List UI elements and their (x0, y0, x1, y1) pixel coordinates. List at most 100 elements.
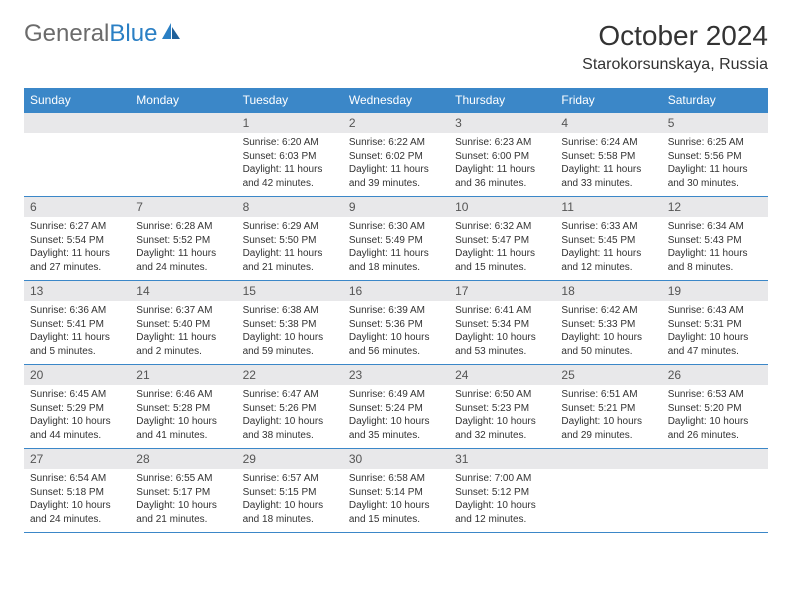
sunset-text: Sunset: 5:41 PM (30, 318, 124, 332)
week-row: 27Sunrise: 6:54 AMSunset: 5:18 PMDayligh… (24, 449, 768, 533)
sail-icon (160, 20, 182, 48)
day-details: Sunrise: 6:39 AMSunset: 5:36 PMDaylight:… (343, 301, 449, 364)
day-header: Thursday (449, 88, 555, 113)
sunset-text: Sunset: 5:17 PM (136, 486, 230, 500)
day-number-bar (555, 449, 661, 469)
day-number: 9 (343, 197, 449, 217)
day-header: Wednesday (343, 88, 449, 113)
logo-text-blue: Blue (109, 20, 157, 48)
day-header: Sunday (24, 88, 130, 113)
sunset-text: Sunset: 5:38 PM (243, 318, 337, 332)
calendar-cell: 27Sunrise: 6:54 AMSunset: 5:18 PMDayligh… (24, 449, 130, 533)
calendar-cell: 6Sunrise: 6:27 AMSunset: 5:54 PMDaylight… (24, 197, 130, 281)
sunset-text: Sunset: 5:33 PM (561, 318, 655, 332)
daylight-text: Daylight: 11 hours and 12 minutes. (561, 247, 655, 274)
day-details: Sunrise: 6:36 AMSunset: 5:41 PMDaylight:… (24, 301, 130, 364)
sunrise-text: Sunrise: 6:51 AM (561, 388, 655, 402)
week-row: 20Sunrise: 6:45 AMSunset: 5:29 PMDayligh… (24, 365, 768, 449)
sunset-text: Sunset: 5:26 PM (243, 402, 337, 416)
sunrise-text: Sunrise: 6:45 AM (30, 388, 124, 402)
day-number: 23 (343, 365, 449, 385)
day-details: Sunrise: 6:34 AMSunset: 5:43 PMDaylight:… (662, 217, 768, 280)
sunrise-text: Sunrise: 6:20 AM (243, 136, 337, 150)
calendar-cell: 19Sunrise: 6:43 AMSunset: 5:31 PMDayligh… (662, 281, 768, 365)
location: Starokorsunskaya, Russia (582, 56, 768, 74)
daylight-text: Daylight: 10 hours and 21 minutes. (136, 499, 230, 526)
calendar-cell: 28Sunrise: 6:55 AMSunset: 5:17 PMDayligh… (130, 449, 236, 533)
sunrise-text: Sunrise: 6:43 AM (668, 304, 762, 318)
day-number: 14 (130, 281, 236, 301)
calendar-cell: 24Sunrise: 6:50 AMSunset: 5:23 PMDayligh… (449, 365, 555, 449)
day-details: Sunrise: 6:22 AMSunset: 6:02 PMDaylight:… (343, 133, 449, 196)
sunrise-text: Sunrise: 6:38 AM (243, 304, 337, 318)
month-title: October 2024 (582, 20, 768, 52)
sunset-text: Sunset: 6:00 PM (455, 150, 549, 164)
daylight-text: Daylight: 10 hours and 56 minutes. (349, 331, 443, 358)
sunset-text: Sunset: 5:36 PM (349, 318, 443, 332)
day-number-bar (130, 113, 236, 133)
day-number: 8 (237, 197, 343, 217)
day-number: 15 (237, 281, 343, 301)
day-details: Sunrise: 6:28 AMSunset: 5:52 PMDaylight:… (130, 217, 236, 280)
calendar-cell: 21Sunrise: 6:46 AMSunset: 5:28 PMDayligh… (130, 365, 236, 449)
day-details: Sunrise: 6:42 AMSunset: 5:33 PMDaylight:… (555, 301, 661, 364)
sunrise-text: Sunrise: 6:30 AM (349, 220, 443, 234)
day-number: 25 (555, 365, 661, 385)
sunrise-text: Sunrise: 6:24 AM (561, 136, 655, 150)
sunset-text: Sunset: 5:52 PM (136, 234, 230, 248)
sunrise-text: Sunrise: 6:49 AM (349, 388, 443, 402)
calendar-cell: 16Sunrise: 6:39 AMSunset: 5:36 PMDayligh… (343, 281, 449, 365)
sunset-text: Sunset: 5:15 PM (243, 486, 337, 500)
sunset-text: Sunset: 5:43 PM (668, 234, 762, 248)
day-number: 3 (449, 113, 555, 133)
calendar-cell: 29Sunrise: 6:57 AMSunset: 5:15 PMDayligh… (237, 449, 343, 533)
sunrise-text: Sunrise: 6:32 AM (455, 220, 549, 234)
day-number: 4 (555, 113, 661, 133)
day-number: 21 (130, 365, 236, 385)
daylight-text: Daylight: 10 hours and 38 minutes. (243, 415, 337, 442)
logo-text-gray: General (24, 20, 109, 48)
calendar-cell: 23Sunrise: 6:49 AMSunset: 5:24 PMDayligh… (343, 365, 449, 449)
sunrise-text: Sunrise: 6:22 AM (349, 136, 443, 150)
day-number: 7 (130, 197, 236, 217)
day-number: 18 (555, 281, 661, 301)
sunset-text: Sunset: 5:31 PM (668, 318, 762, 332)
calendar-cell: 15 Sunrise: 6:38 AMSunset: 5:38 PMDayligh… (237, 281, 343, 365)
sunrise-text: Sunrise: 6:33 AM (561, 220, 655, 234)
sunset-text: Sunset: 5:18 PM (30, 486, 124, 500)
calendar-head: SundayMondayTuesdayWednesdayThursdayFrid… (24, 88, 768, 113)
daylight-text: Daylight: 11 hours and 2 minutes. (136, 331, 230, 358)
week-row: 1Sunrise: 6:20 AMSunset: 6:03 PMDaylight… (24, 113, 768, 197)
daylight-text: Daylight: 11 hours and 21 minutes. (243, 247, 337, 274)
daylight-text: Daylight: 10 hours and 59 minutes. (243, 331, 337, 358)
daylight-text: Daylight: 10 hours and 29 minutes. (561, 415, 655, 442)
sunset-text: Sunset: 5:12 PM (455, 486, 549, 500)
day-details: Sunrise: 6:57 AMSunset: 5:15 PMDaylight:… (237, 469, 343, 532)
calendar-cell: 13Sunrise: 6:36 AMSunset: 5:41 PMDayligh… (24, 281, 130, 365)
sunset-text: Sunset: 5:14 PM (349, 486, 443, 500)
day-number: 22 (237, 365, 343, 385)
calendar-cell (130, 113, 236, 197)
sunrise-text: Sunrise: 6:50 AM (455, 388, 549, 402)
day-number: 26 (662, 365, 768, 385)
day-number: 20 (24, 365, 130, 385)
sunset-text: Sunset: 5:20 PM (668, 402, 762, 416)
calendar-cell: 14Sunrise: 6:37 AMSunset: 5:40 PMDayligh… (130, 281, 236, 365)
daylight-text: Daylight: 11 hours and 15 minutes. (455, 247, 549, 274)
calendar-cell: 2Sunrise: 6:22 AMSunset: 6:02 PMDaylight… (343, 113, 449, 197)
sunset-text: Sunset: 5:58 PM (561, 150, 655, 164)
day-details: Sunrise: 6:27 AMSunset: 5:54 PMDaylight:… (24, 217, 130, 280)
day-number: 19 (662, 281, 768, 301)
sunrise-text: Sunrise: 6:27 AM (30, 220, 124, 234)
day-header-row: SundayMondayTuesdayWednesdayThursdayFrid… (24, 88, 768, 113)
sunrise-text: Sunrise: 6:41 AM (455, 304, 549, 318)
sunset-text: Sunset: 5:56 PM (668, 150, 762, 164)
sunset-text: Sunset: 5:54 PM (30, 234, 124, 248)
calendar-cell (662, 449, 768, 533)
day-number-bar (662, 449, 768, 469)
daylight-text: Daylight: 10 hours and 44 minutes. (30, 415, 124, 442)
calendar-cell: 4Sunrise: 6:24 AMSunset: 5:58 PMDaylight… (555, 113, 661, 197)
day-details: Sunrise: 6:55 AMSunset: 5:17 PMDaylight:… (130, 469, 236, 532)
day-number: 29 (237, 449, 343, 469)
daylight-text: Daylight: 11 hours and 18 minutes. (349, 247, 443, 274)
